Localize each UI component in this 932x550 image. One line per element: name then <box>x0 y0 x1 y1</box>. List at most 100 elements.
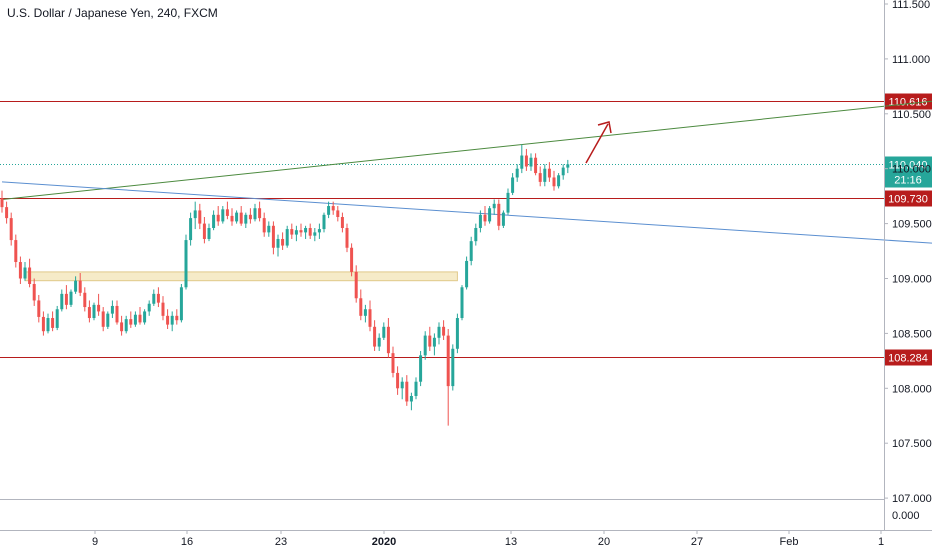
candle-body <box>377 337 381 347</box>
candle-body <box>409 395 413 402</box>
candle-body <box>304 227 308 233</box>
candle-body <box>299 230 303 233</box>
candle-body <box>308 227 312 236</box>
candle-body <box>497 203 501 226</box>
candle-body <box>492 203 496 209</box>
candle-body <box>483 214 487 222</box>
candle-body <box>239 212 243 224</box>
candle-body <box>474 227 478 242</box>
candle-body <box>115 305 119 323</box>
candle-body <box>511 177 515 193</box>
time-tick-label: 13 <box>505 536 517 548</box>
candle-body <box>465 260 469 288</box>
candle-body <box>276 238 280 248</box>
time-tick-label: 20 <box>598 536 610 548</box>
candle-body <box>74 280 78 292</box>
candle-body <box>455 318 459 349</box>
price-axis[interactable]: 111.500 111.000 110.500 110.000 109.500 109.0… <box>0 0 932 530</box>
candle-body <box>106 313 110 327</box>
candle-body <box>37 300 41 317</box>
price-tick-label: 110.000 <box>892 164 931 176</box>
candle-body <box>161 302 165 316</box>
candle-body <box>520 155 524 169</box>
candle-body <box>55 309 59 328</box>
time-tick-label: 23 <box>275 536 287 548</box>
chart-title: U.S. Dollar / Japanese Yen, 240, FXCM <box>7 6 218 20</box>
candle-body <box>400 381 404 389</box>
candle-body <box>198 210 202 224</box>
time-tick-label: 2020 <box>372 536 396 548</box>
candle-body <box>267 225 271 233</box>
candle-body <box>386 326 390 354</box>
candle-body <box>529 157 533 167</box>
candle-body <box>331 206 335 211</box>
level-price-label: 109.730 <box>888 194 928 206</box>
candle-body <box>87 307 91 319</box>
candle-body <box>561 167 565 176</box>
candle-body <box>350 247 354 272</box>
candle-body <box>437 326 441 338</box>
candle-body <box>212 214 216 228</box>
level-price-tag <box>885 190 932 207</box>
candle-body <box>317 229 321 233</box>
price-tick-label: 108.000 <box>892 383 932 395</box>
candle-body <box>396 372 400 389</box>
candle-body <box>78 280 82 293</box>
candle-body <box>225 209 229 216</box>
candle-body <box>216 214 220 222</box>
candlesticks <box>0 144 570 426</box>
candle-body <box>207 227 211 239</box>
candle-body <box>202 223 206 239</box>
candle-body <box>327 206 331 215</box>
time-tick-label: 1 <box>878 536 884 548</box>
price-tick-label: 110.500 <box>892 109 931 121</box>
price-tick-label: 111.000 <box>892 54 930 66</box>
candle-body <box>166 315 170 325</box>
candle-body <box>253 208 257 220</box>
candle-body <box>552 177 556 187</box>
candle-body <box>368 309 372 327</box>
price-tick-label: 109.500 <box>892 219 932 231</box>
price-tick-label: 107.500 <box>892 438 932 450</box>
candle-body <box>488 208 492 222</box>
candle-body <box>92 304 96 319</box>
candle-body <box>129 319 133 325</box>
candle-body <box>28 267 32 284</box>
level-price-tag <box>885 349 932 366</box>
candle-body <box>432 337 436 347</box>
candle-body <box>391 353 395 373</box>
candle-body <box>138 314 142 323</box>
bar-countdown-label: 21:16 <box>894 175 922 187</box>
candle-body <box>97 304 101 312</box>
candle-body <box>147 303 151 312</box>
candle-body <box>419 355 423 382</box>
candle-body <box>373 326 377 347</box>
candle-body <box>41 316 45 332</box>
sub-pane-label: 0.000 <box>892 510 920 522</box>
time-axis[interactable]: 9 16 23 2020 13 20 27 Feb 1 <box>0 530 932 548</box>
green-trendline <box>1 100 932 200</box>
candle-body <box>184 240 188 288</box>
horizontal-levels: 110.616 109.730 108.284 110.040 21:16 <box>0 93 932 366</box>
candle-body <box>23 267 27 279</box>
candle-body <box>451 348 455 387</box>
candle-body <box>32 283 36 301</box>
price-tick-label: 109.000 <box>892 274 932 286</box>
candle-body <box>281 238 285 246</box>
arrow-shaft <box>585 123 609 164</box>
candle-body <box>506 192 510 213</box>
candle-body <box>179 287 183 321</box>
candle-body <box>60 293 64 310</box>
candle-body <box>244 214 248 224</box>
current-price-tag <box>885 156 932 188</box>
candle-body <box>557 175 561 187</box>
candle-body <box>248 214 252 220</box>
candle-body <box>46 318 50 332</box>
candle-body <box>170 315 174 325</box>
candle-body <box>428 335 432 347</box>
candle-body <box>340 217 344 228</box>
candle-body <box>9 218 13 241</box>
trendlines <box>1 100 932 244</box>
candle-body <box>235 212 239 222</box>
